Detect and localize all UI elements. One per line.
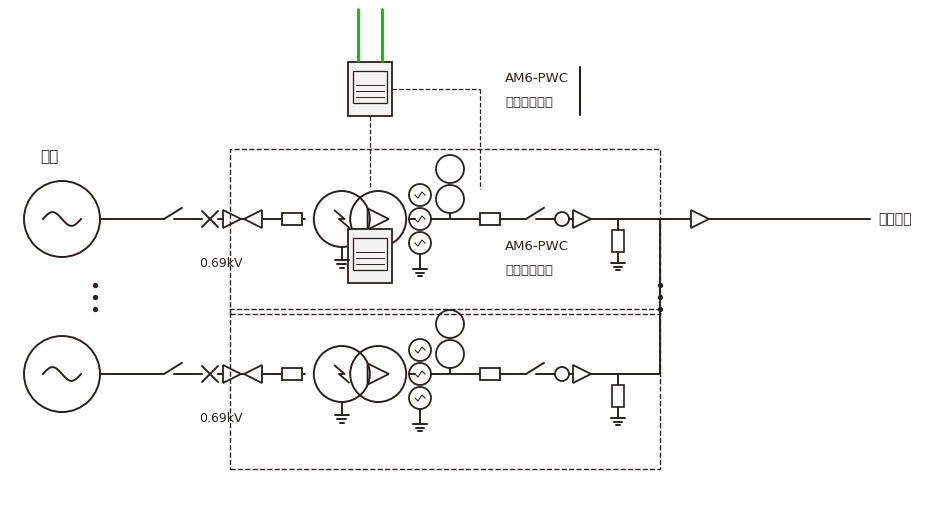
Bar: [230, 149, 660, 314]
Text: 筱变测控装置: 筱变测控装置: [505, 96, 553, 110]
Text: AM6-PWC: AM6-PWC: [505, 72, 569, 86]
Text: 0.69kV: 0.69kV: [199, 257, 243, 270]
Bar: [612, 230, 624, 252]
Bar: [282, 368, 302, 380]
Bar: [348, 62, 392, 116]
Text: 0.69kV: 0.69kV: [199, 412, 243, 425]
Bar: [230, 309, 660, 469]
Text: AM6-PWC: AM6-PWC: [505, 240, 569, 252]
Bar: [353, 71, 387, 103]
Text: 至升压站: 至升压站: [878, 212, 911, 226]
Bar: [480, 213, 500, 225]
Bar: [282, 213, 302, 225]
Bar: [348, 229, 392, 283]
Text: 筱变测控装置: 筱变测控装置: [505, 263, 553, 277]
Bar: [480, 368, 500, 380]
Text: 风机: 风机: [40, 149, 58, 164]
Bar: [612, 385, 624, 407]
Bar: [353, 238, 387, 270]
